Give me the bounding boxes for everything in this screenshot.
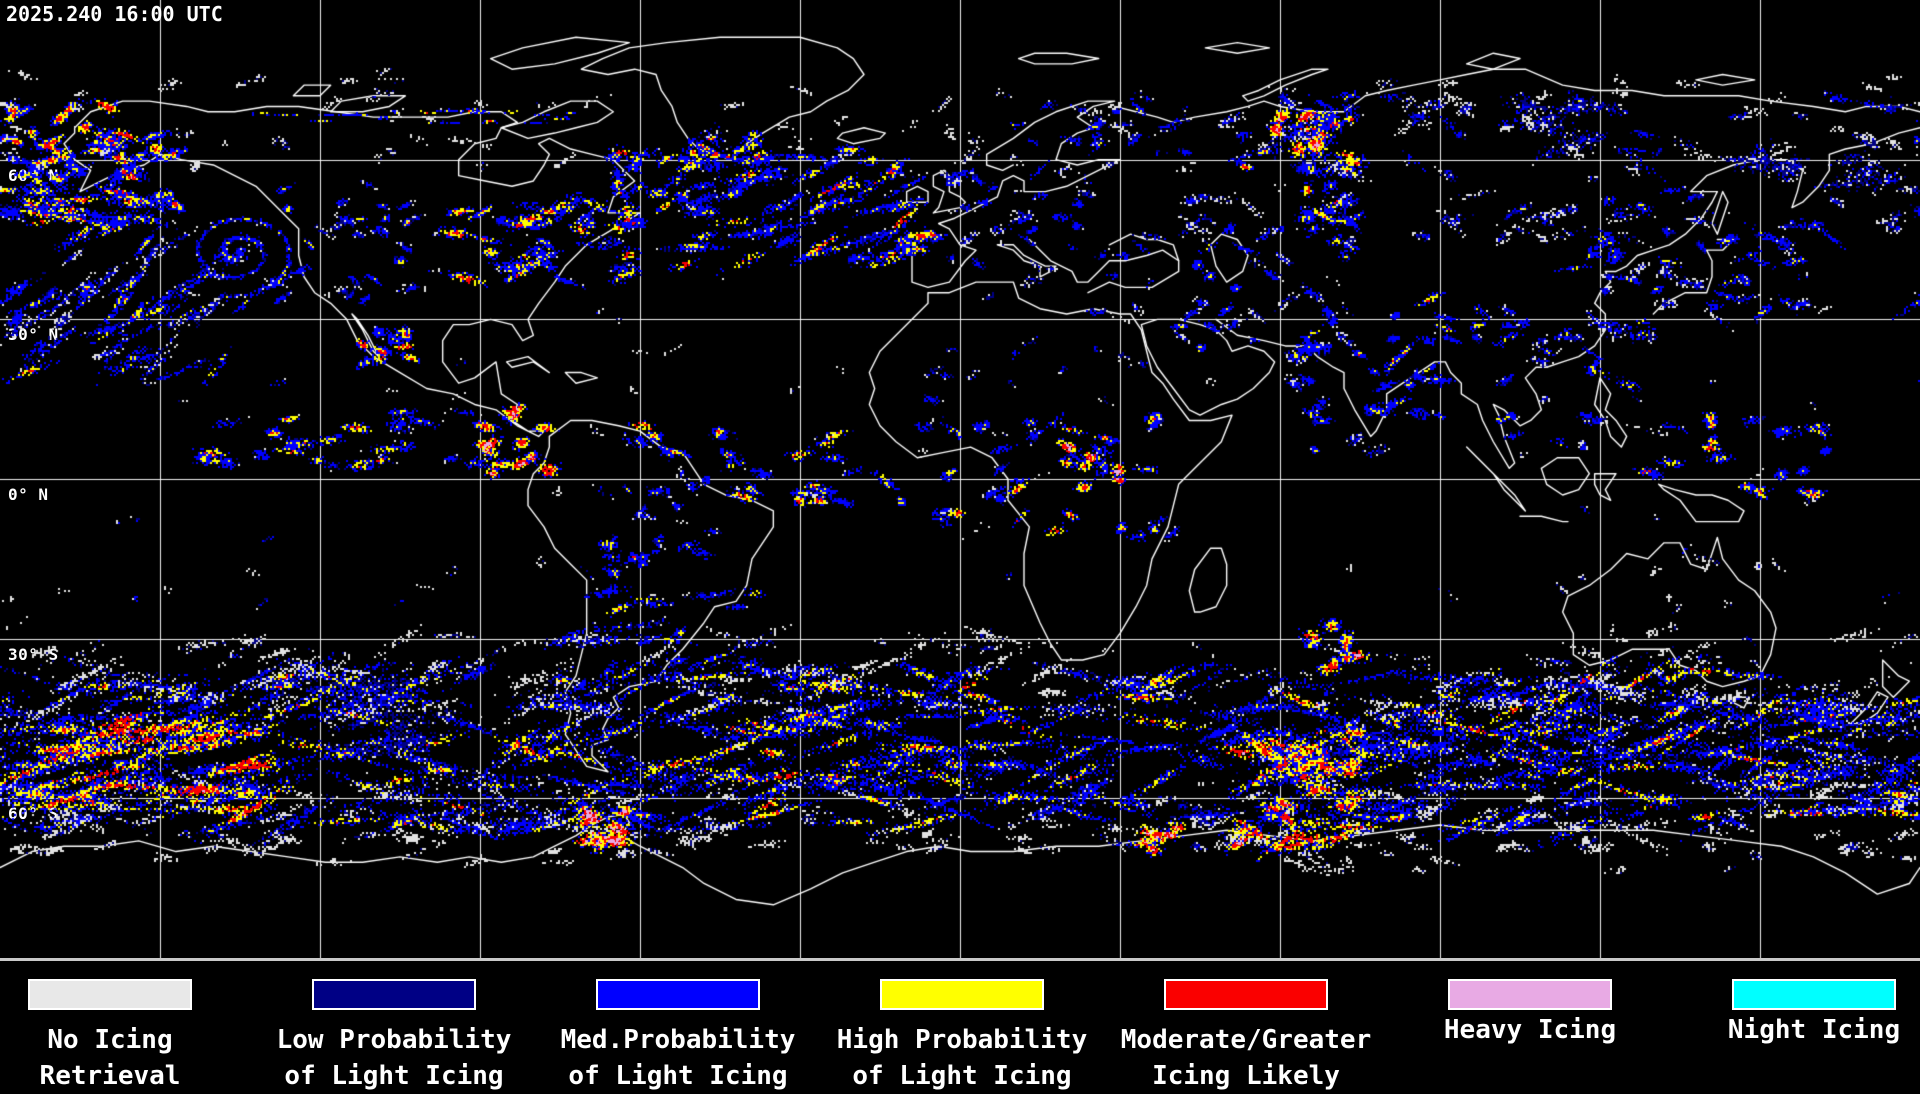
legend-label-moderate-greater: Moderate/Greater Icing Likely: [1121, 1022, 1371, 1094]
legend-label-line1: Night Icing: [1727, 1015, 1901, 1045]
legend-label-line1: No Icing: [47, 1025, 173, 1055]
legend-item-no-icing: No Icing Retrieval: [0, 979, 270, 1094]
timestamp: 2025.240 16:00 UTC: [6, 2, 223, 26]
legend-label-high-probability: High Probability of Light Icing: [837, 1022, 1087, 1094]
legend-item-med-probability: Med.Probability of Light Icing: [518, 979, 838, 1094]
legend-label-line2: of Light Icing: [852, 1061, 1072, 1091]
legend-label-med-probability: Med.Probability of Light Icing: [561, 1022, 796, 1094]
legend-label-low-probability: Low Probability of Light Icing: [277, 1022, 512, 1094]
legend-item-low-probability: Low Probability of Light Icing: [234, 979, 554, 1094]
legend-label-line1: Med.Probability: [560, 1025, 796, 1055]
legend-swatch-low-probability: [312, 979, 476, 1010]
legend-swatch-heavy-icing: [1448, 979, 1612, 1010]
legend-label-night-icing: Night Icing: [1728, 1012, 1900, 1048]
legend-label-line2: Icing Likely: [1152, 1061, 1340, 1091]
legend-item-high-probability: High Probability of Light Icing: [802, 979, 1122, 1094]
legend-label-heavy-icing: Heavy Icing: [1444, 1012, 1616, 1048]
legend-swatch-med-probability: [596, 979, 760, 1010]
legend-swatch-moderate-greater: [1164, 979, 1328, 1010]
legend-label-line1: Low Probability: [276, 1025, 512, 1055]
legend-label-line1: Moderate/Greater: [1120, 1025, 1372, 1055]
legend-item-moderate-greater: Moderate/Greater Icing Likely: [1086, 979, 1406, 1094]
icing-data-canvas: [0, 0, 1920, 958]
world-icing-map: 60° N 30° N 0° N 30° S 60° S 2025.240 16…: [0, 0, 1920, 958]
legend-label-line1: High Probability: [836, 1025, 1088, 1055]
legend-swatch-night-icing: [1732, 979, 1896, 1010]
legend-label-no-icing: No Icing Retrieval: [40, 1022, 181, 1094]
legend-label-line2: Retrieval: [39, 1061, 181, 1091]
legend-item-night-icing: Night Icing: [1654, 979, 1920, 1048]
legend-label-line2: of Light Icing: [568, 1061, 788, 1091]
legend-swatch-high-probability: [880, 979, 1044, 1010]
legend-swatch-no-icing: [28, 979, 192, 1010]
legend-label-line2: of Light Icing: [284, 1061, 504, 1091]
legend: No Icing Retrieval Low Probability of Ligh…: [0, 958, 1920, 1091]
legend-item-heavy-icing: Heavy Icing: [1370, 979, 1690, 1048]
legend-label-line1: Heavy Icing: [1443, 1015, 1617, 1045]
